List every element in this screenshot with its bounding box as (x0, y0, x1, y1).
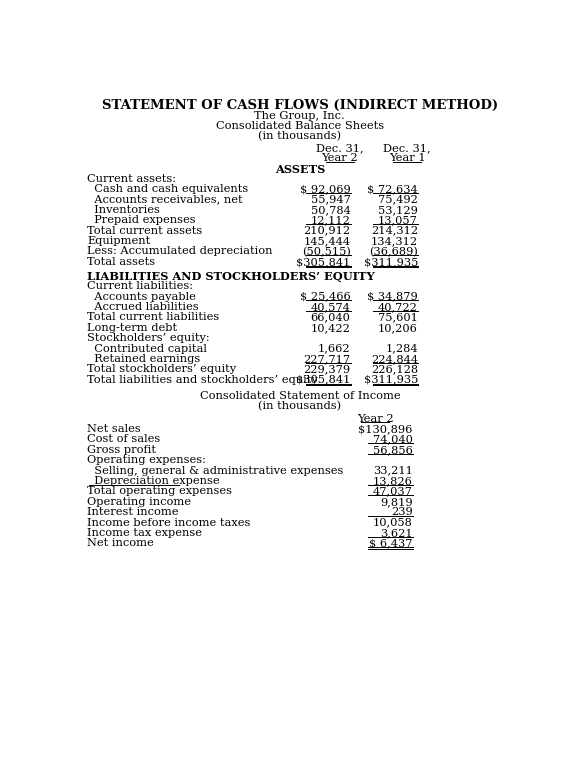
Text: Dec. 31,: Dec. 31, (316, 144, 363, 154)
Text: $130,896: $130,896 (358, 424, 412, 434)
Text: Income tax expense: Income tax expense (87, 528, 202, 538)
Text: Less: Accumulated depreciation: Less: Accumulated depreciation (87, 246, 273, 256)
Text: Depreciation expense: Depreciation expense (87, 476, 220, 486)
Text: $ 6,437: $ 6,437 (369, 539, 412, 548)
Text: 66,040: 66,040 (311, 313, 350, 322)
Text: Total assets: Total assets (87, 257, 155, 267)
Text: ASSETS: ASSETS (275, 164, 325, 175)
Text: Total liabilities and stockholders’ equity: Total liabilities and stockholders’ equi… (87, 375, 318, 385)
Text: 3,621: 3,621 (380, 528, 412, 538)
Text: 10,422: 10,422 (311, 323, 350, 333)
Text: Prepaid expenses: Prepaid expenses (87, 215, 196, 225)
Text: Accounts payable: Accounts payable (87, 292, 196, 302)
Text: 47,037: 47,037 (373, 486, 412, 496)
Text: Consolidated Statement of Income: Consolidated Statement of Income (199, 391, 400, 401)
Text: 210,912: 210,912 (304, 226, 350, 236)
Text: (36,689): (36,689) (369, 246, 418, 257)
Text: Stockholders’ equity:: Stockholders’ equity: (87, 333, 209, 343)
Text: Cash and cash equivalents: Cash and cash equivalents (87, 184, 248, 194)
Text: Interest income: Interest income (87, 507, 178, 517)
Text: 13,826: 13,826 (373, 476, 412, 486)
Text: 214,312: 214,312 (371, 226, 418, 236)
Text: 226,128: 226,128 (371, 365, 418, 375)
Text: Total current assets: Total current assets (87, 226, 202, 236)
Text: STATEMENT OF CASH FLOWS (INDIRECT METHOD): STATEMENT OF CASH FLOWS (INDIRECT METHOD… (102, 99, 498, 112)
Text: 55,947: 55,947 (311, 194, 350, 204)
Text: 75,492: 75,492 (378, 194, 418, 204)
Text: 229,379: 229,379 (304, 365, 350, 375)
Text: Total current liabilities: Total current liabilities (87, 313, 219, 322)
Text: Consolidated Balance Sheets: Consolidated Balance Sheets (216, 122, 384, 132)
Text: 1,284: 1,284 (386, 344, 418, 354)
Text: Contributed capital: Contributed capital (87, 344, 207, 354)
Text: $305,841: $305,841 (296, 375, 350, 385)
Text: Net income: Net income (87, 539, 154, 548)
Text: (in thousands): (in thousands) (258, 132, 342, 142)
Text: 53,129: 53,129 (378, 205, 418, 215)
Text: Gross profit: Gross profit (87, 445, 156, 455)
Text: (50,515): (50,515) (302, 246, 350, 257)
Text: LIABILITIES AND STOCKHOLDERS’ EQUITY: LIABILITIES AND STOCKHOLDERS’ EQUITY (87, 271, 375, 283)
Text: Equipment: Equipment (87, 236, 150, 246)
Text: $ 92,069: $ 92,069 (300, 184, 350, 194)
Text: Long-term debt: Long-term debt (87, 323, 177, 333)
Text: Year 2: Year 2 (357, 413, 394, 423)
Text: 33,211: 33,211 (373, 465, 412, 475)
Text: 50,784: 50,784 (311, 205, 350, 215)
Text: Selling, general & administrative expenses: Selling, general & administrative expens… (87, 465, 343, 475)
Text: 13,057: 13,057 (378, 215, 418, 225)
Text: Income before income taxes: Income before income taxes (87, 518, 250, 528)
Text: Net sales: Net sales (87, 424, 141, 434)
Text: 239: 239 (391, 507, 412, 517)
Text: 134,312: 134,312 (371, 236, 418, 246)
Text: $305,841: $305,841 (296, 257, 350, 267)
Text: 12,112: 12,112 (311, 215, 350, 225)
Text: Operating expenses:: Operating expenses: (87, 455, 206, 465)
Text: 40,574: 40,574 (311, 302, 350, 312)
Text: $ 34,879: $ 34,879 (367, 292, 418, 302)
Text: Year 1: Year 1 (389, 153, 425, 163)
Text: 227,717: 227,717 (304, 354, 350, 364)
Text: 40,722: 40,722 (378, 302, 418, 312)
Text: 9,819: 9,819 (380, 497, 412, 507)
Text: $ 72,634: $ 72,634 (367, 184, 418, 194)
Text: 1,662: 1,662 (318, 344, 350, 354)
Text: Current liabilities:: Current liabilities: (87, 281, 193, 291)
Text: Dec. 31,: Dec. 31, (383, 144, 431, 154)
Text: Retained earnings: Retained earnings (87, 354, 200, 364)
Text: 145,444: 145,444 (304, 236, 350, 246)
Text: (in thousands): (in thousands) (258, 401, 342, 412)
Text: Inventories: Inventories (87, 205, 160, 215)
Text: Current assets:: Current assets: (87, 173, 176, 183)
Text: 10,206: 10,206 (378, 323, 418, 333)
Text: Total operating expenses: Total operating expenses (87, 486, 232, 496)
Text: The Group, Inc.: The Group, Inc. (254, 111, 345, 122)
Text: 74,040: 74,040 (373, 434, 412, 444)
Text: $ 25,466: $ 25,466 (300, 292, 350, 302)
Text: $311,935: $311,935 (364, 375, 418, 385)
Text: 224,844: 224,844 (371, 354, 418, 364)
Text: $311,935: $311,935 (364, 257, 418, 267)
Text: Accounts receivables, net: Accounts receivables, net (87, 194, 243, 204)
Text: 56,856: 56,856 (373, 445, 412, 455)
Text: 10,058: 10,058 (373, 518, 412, 528)
Text: Operating income: Operating income (87, 497, 191, 507)
Text: Accrued liabilities: Accrued liabilities (87, 302, 199, 312)
Text: Total stockholders’ equity: Total stockholders’ equity (87, 365, 236, 375)
Text: 75,601: 75,601 (378, 313, 418, 322)
Text: Year 2: Year 2 (321, 153, 358, 163)
Text: Cost of sales: Cost of sales (87, 434, 160, 444)
